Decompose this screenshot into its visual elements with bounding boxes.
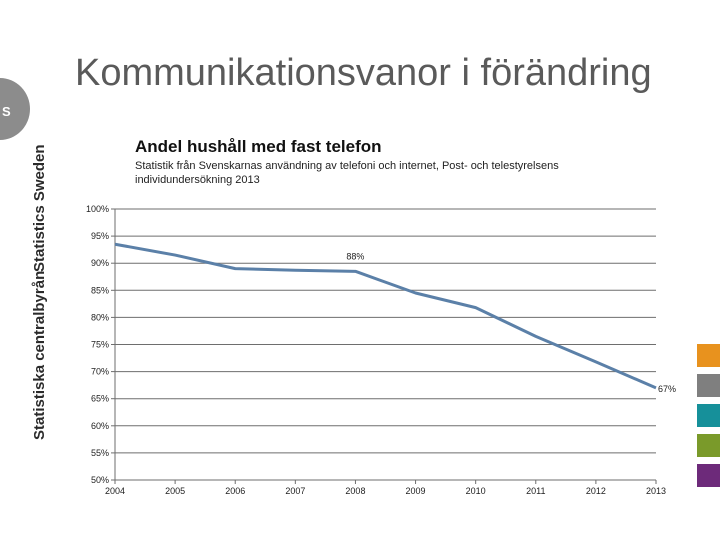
x-tick-label: 2013 bbox=[646, 486, 666, 496]
y-tick-label: 70% bbox=[91, 367, 109, 377]
swatch-gray bbox=[697, 374, 720, 397]
y-tick-label: 50% bbox=[91, 475, 109, 485]
series-line bbox=[114, 242, 657, 390]
swatch-green bbox=[697, 434, 720, 457]
y-tick-label: 85% bbox=[91, 285, 109, 295]
color-swatches bbox=[697, 344, 720, 494]
swatch-purple bbox=[697, 464, 720, 487]
y-tick-label: 75% bbox=[91, 340, 109, 350]
x-tick-label: 2004 bbox=[105, 486, 125, 496]
scb-logo-icon: S bbox=[0, 78, 30, 140]
swatch-teal bbox=[697, 404, 720, 427]
x-tick-label: 2007 bbox=[285, 486, 305, 496]
svg-text:S: S bbox=[2, 104, 11, 119]
y-tick-label: 100% bbox=[86, 204, 109, 214]
y-tick-label: 55% bbox=[91, 448, 109, 458]
x-tick-label: 2009 bbox=[406, 486, 426, 496]
x-tick-label: 2008 bbox=[345, 486, 365, 496]
slide-title: Kommunikationsvanor i förändring bbox=[75, 52, 652, 94]
x-tick-label: 2006 bbox=[225, 486, 245, 496]
chart-title: Andel hushåll med fast telefon bbox=[135, 137, 382, 156]
y-tick-label: 90% bbox=[91, 258, 109, 268]
x-tick-label: 2005 bbox=[165, 486, 185, 496]
y-tick-label: 95% bbox=[91, 231, 109, 241]
chart-subtitle: Statistik från Svenskarnas användning av… bbox=[135, 160, 559, 186]
data-label: 67% bbox=[658, 384, 676, 394]
x-tick-label: 2010 bbox=[466, 486, 486, 496]
x-tick-label: 2012 bbox=[586, 486, 606, 496]
swatch-orange bbox=[697, 344, 720, 367]
data-label: 88% bbox=[346, 251, 364, 261]
y-tick-label: 60% bbox=[91, 421, 109, 431]
x-tick-label: 2011 bbox=[526, 486, 545, 496]
y-tick-label: 65% bbox=[91, 394, 109, 404]
y-tick-label: 80% bbox=[91, 312, 109, 322]
